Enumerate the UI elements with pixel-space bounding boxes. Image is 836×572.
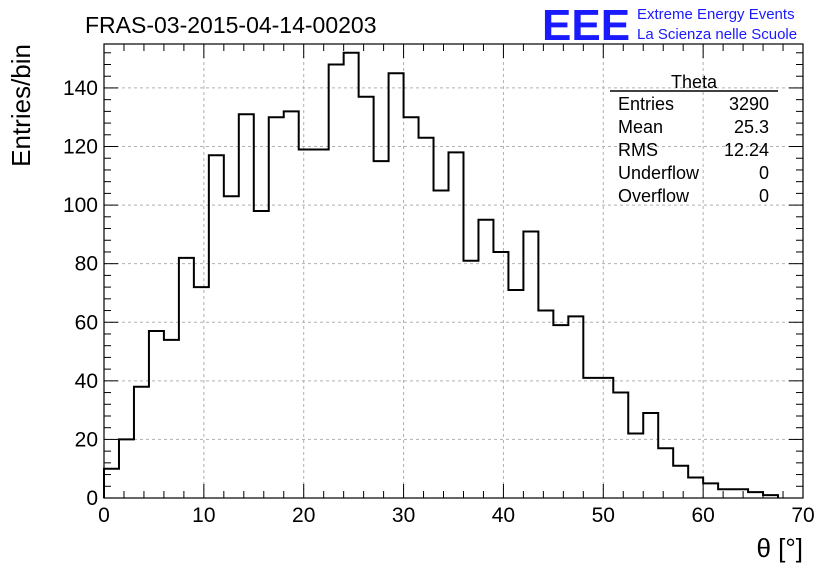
axis-ticks — [103, 44, 804, 499]
y-tick-labels: 0 20 40 60 80 100 120 140 — [63, 77, 98, 510]
x-tick-label: 50 — [592, 504, 615, 527]
eee-logo-mark: EEE — [542, 1, 630, 50]
stats-value-entries: 3290 — [729, 94, 769, 114]
histogram-outline — [103, 51, 780, 498]
y-tick-label: 0 — [86, 487, 98, 510]
x-tick-label: 10 — [192, 504, 215, 527]
x-tick-label: 20 — [292, 504, 315, 527]
x-tick-label: 30 — [392, 504, 415, 527]
y-tick-label: 40 — [75, 370, 98, 393]
stats-value-rms: 12.24 — [724, 140, 769, 160]
x-tick-label: 40 — [492, 504, 515, 527]
y-axis-title: Entries/bin — [6, 44, 36, 167]
stats-box: Theta Entries 3290 Mean 25.3 RMS 12.24 U… — [610, 72, 778, 206]
stats-label-underflow: Underflow — [618, 163, 700, 183]
y-tick-label: 140 — [63, 77, 98, 100]
y-tick-label: 60 — [75, 311, 98, 334]
y-tick-label: 20 — [75, 428, 98, 451]
logo-line-2: La Scienza nelle Scuole — [637, 26, 797, 43]
stats-value-underflow: 0 — [759, 163, 769, 183]
x-tick-labels: 0 10 20 30 40 50 60 70 — [98, 504, 815, 527]
y-tick-label: 100 — [63, 194, 98, 217]
chart-title: FRAS-03-2015-04-14-00203 — [85, 12, 377, 38]
plot-frame — [103, 43, 804, 499]
stats-label-overflow: Overflow — [618, 186, 690, 206]
stats-label-mean: Mean — [618, 117, 663, 137]
stats-value-overflow: 0 — [759, 186, 769, 206]
stats-label-entries: Entries — [618, 94, 674, 114]
x-tick-label: 0 — [98, 504, 110, 527]
stats-label-rms: RMS — [618, 140, 658, 160]
y-tick-label: 120 — [63, 136, 98, 159]
stats-value-mean: 25.3 — [734, 117, 769, 137]
logo-line-1: Extreme Energy Events — [637, 6, 795, 23]
stats-title: Theta — [671, 72, 718, 92]
y-tick-label: 80 — [75, 253, 98, 276]
x-tick-label: 70 — [791, 504, 814, 527]
x-tick-label: 60 — [691, 504, 714, 527]
x-axis-title: θ [°] — [756, 533, 803, 563]
grid-lines — [104, 44, 803, 498]
